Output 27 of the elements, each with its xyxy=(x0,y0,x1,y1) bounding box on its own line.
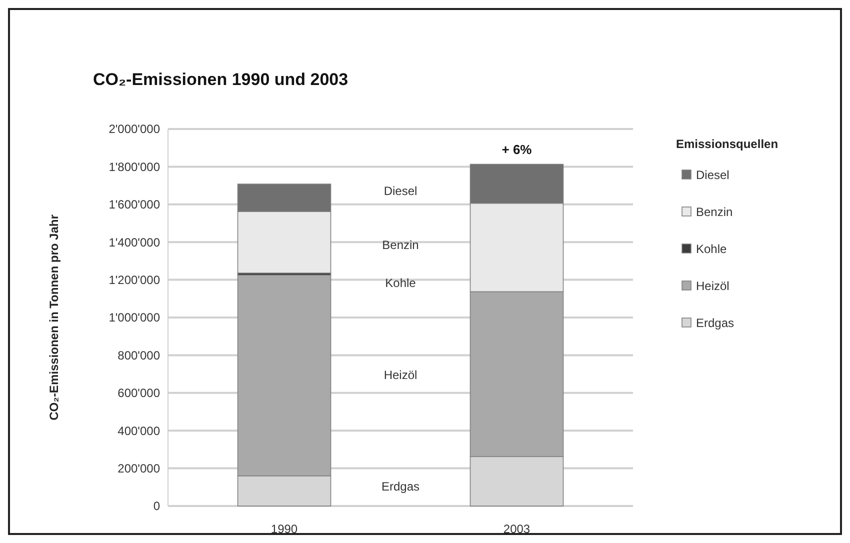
legend-label: Kohle xyxy=(696,242,728,256)
y-tick-label: 200'000 xyxy=(118,462,160,476)
text: Heizöl xyxy=(384,368,418,382)
y-axis-title: CO₂-Emissionen in Tonnen pro Jahr xyxy=(47,214,61,420)
x-tick-label: 1990 xyxy=(270,522,298,536)
y-tick-label: 1'400'000 xyxy=(108,235,160,250)
legend-label: Diesel xyxy=(696,168,730,182)
y-tick-label: 1'000'000 xyxy=(108,310,160,325)
x-tick-label: 2003 xyxy=(503,522,530,536)
legend-label: Heizöl xyxy=(696,279,730,294)
chart-title: CO₂-Emissionen 1990 und 2003 xyxy=(93,70,348,89)
legend-label: Erdgas xyxy=(696,316,734,330)
text: Benzin xyxy=(382,238,419,252)
y-tick-label: 1'200'000 xyxy=(108,273,160,287)
y-tick-label: 1'800'000 xyxy=(108,160,160,174)
y-tick-label: 2'000'000 xyxy=(108,122,160,136)
y-tick-label: 800'000 xyxy=(118,348,160,362)
annotation: + 6% xyxy=(502,142,532,158)
text: Kohle xyxy=(385,276,416,290)
y-tick-label: 400'000 xyxy=(118,424,160,438)
y-tick-label: 600'000 xyxy=(118,386,160,400)
y-tick-label: 0 xyxy=(153,499,160,514)
legend-title: Emissionsquellen xyxy=(676,137,778,151)
text: Diesel xyxy=(384,184,418,198)
text: Erdgas xyxy=(381,479,420,494)
legend-label: Benzin xyxy=(696,205,733,220)
y-tick-label: 1'600'000 xyxy=(108,198,160,212)
